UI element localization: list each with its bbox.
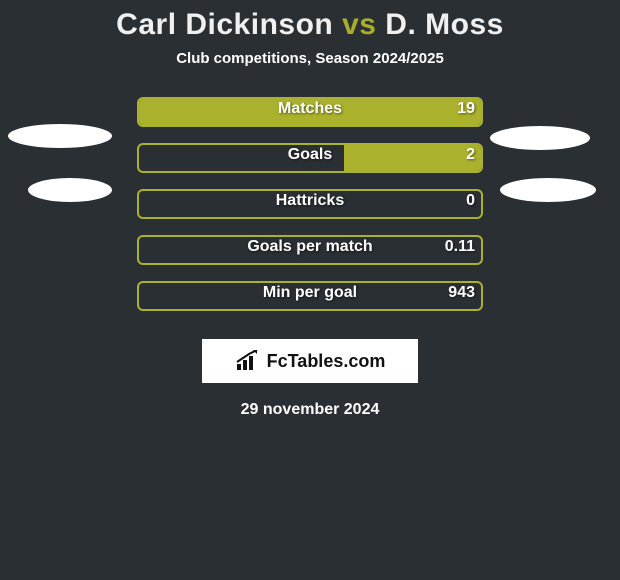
player2-name: D. Moss [385, 8, 504, 41]
footer-date: 29 november 2024 [0, 401, 620, 419]
vs-text: vs [342, 8, 376, 41]
brand-logo[interactable]: FcTables.com [202, 339, 418, 383]
stat-value-right: 19 [457, 100, 475, 118]
chart-icon [235, 350, 261, 372]
player-photo-placeholder [28, 178, 112, 202]
bar-track [137, 235, 483, 265]
stat-row: Goals per match0.11 [0, 235, 620, 281]
page-title: Carl Dickinson vs D. Moss [0, 0, 620, 42]
player-photo-placeholder [490, 126, 590, 150]
bar-track [137, 97, 483, 127]
brand-text: FcTables.com [267, 351, 386, 372]
player-photo-placeholder [8, 124, 112, 148]
bar-fill-right [344, 145, 481, 171]
stat-value-right: 2 [466, 146, 475, 164]
stat-value-right: 0 [466, 192, 475, 210]
bar-fill-right [139, 99, 481, 125]
bar-track [137, 143, 483, 173]
subtitle: Club competitions, Season 2024/2025 [0, 50, 620, 67]
player1-name: Carl Dickinson [116, 8, 333, 41]
bar-track [137, 281, 483, 311]
player-photo-placeholder [500, 178, 596, 202]
stat-value-right: 943 [448, 284, 475, 302]
bar-track [137, 189, 483, 219]
stat-value-right: 0.11 [445, 238, 475, 256]
stat-row: Min per goal943 [0, 281, 620, 327]
